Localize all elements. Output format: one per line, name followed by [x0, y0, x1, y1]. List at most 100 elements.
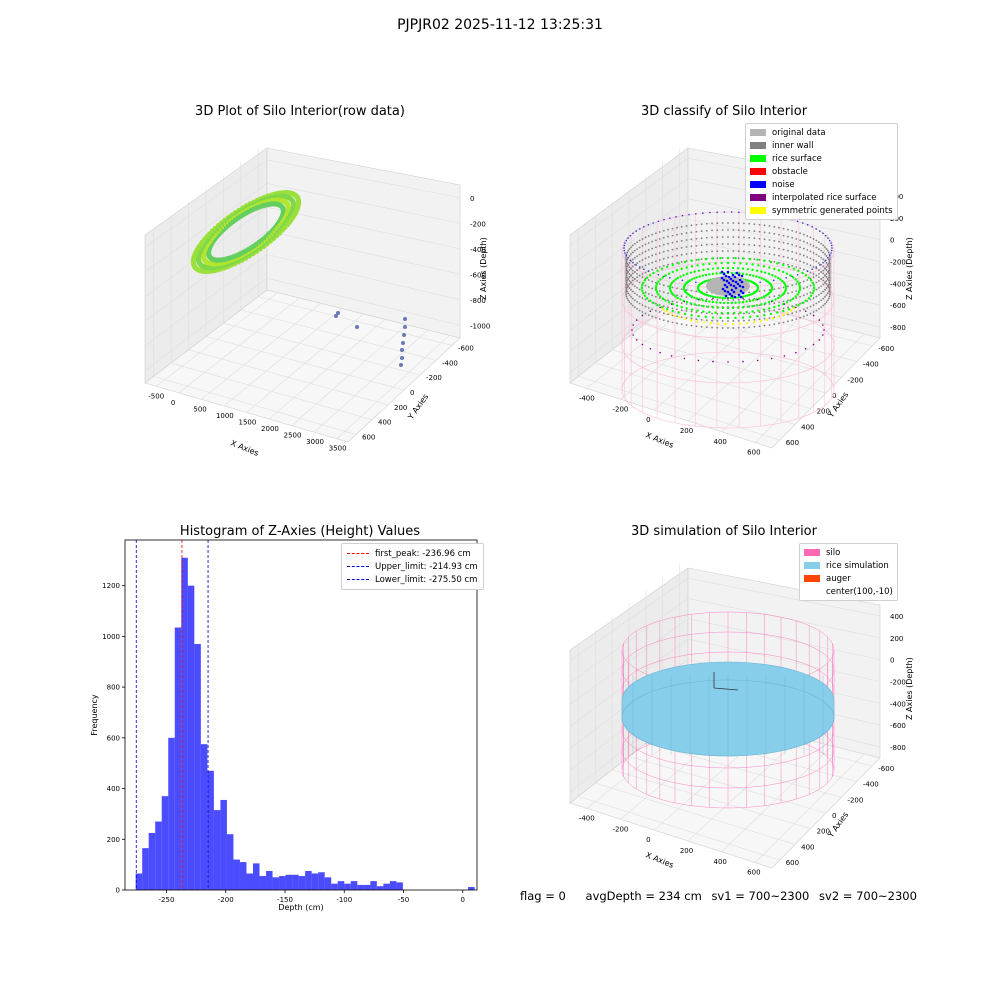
wall-point	[828, 281, 831, 284]
rice-surface-point	[782, 281, 786, 285]
wall-point	[667, 285, 669, 288]
rice-surface-point	[668, 286, 672, 290]
wall-point	[685, 232, 688, 234]
wall-point	[791, 305, 794, 308]
x-tick-label: 0	[646, 416, 650, 424]
rice-surface-point	[711, 267, 715, 270]
noise-point	[709, 211, 711, 214]
wall-point	[768, 324, 771, 326]
wall-point	[773, 260, 776, 263]
noise-point	[625, 239, 628, 242]
wall-point	[753, 311, 756, 314]
rice-surface-point	[746, 268, 750, 271]
rice-surface-point	[763, 259, 766, 263]
histogram-bar	[259, 876, 267, 890]
grid-line	[628, 336, 827, 394]
rice-surface-point	[783, 290, 787, 293]
wall-point	[743, 229, 745, 232]
wall-point	[802, 240, 805, 243]
wall-point	[625, 257, 627, 259]
sv2-text: sv2 = 700~2300	[819, 889, 917, 903]
rice-surface-point	[693, 270, 696, 273]
wall-point	[829, 264, 831, 266]
grid-line	[645, 322, 842, 378]
wall-point	[662, 264, 665, 267]
wall-point	[763, 317, 766, 320]
wall-point	[695, 223, 698, 226]
wall-point	[671, 321, 674, 324]
sim3d-title: 3D simulation of Silo Interior	[631, 524, 817, 539]
wall-point	[644, 264, 647, 267]
noise-cluster-point	[727, 281, 731, 285]
noise-point	[824, 259, 827, 262]
rice-surface-point	[690, 265, 694, 268]
noise-cluster-point	[737, 273, 741, 277]
wall-point	[806, 256, 809, 258]
noise-cluster-point	[720, 270, 724, 274]
wall-point	[795, 318, 798, 320]
rice-surface-point	[757, 309, 760, 312]
x-tick-label: 400	[714, 858, 727, 866]
wall-point	[626, 297, 629, 300]
noise-point	[695, 281, 697, 284]
wall-point	[812, 266, 815, 268]
rice-surface-point	[677, 262, 680, 265]
rice-surface-point	[736, 306, 740, 309]
histogram-bar	[324, 877, 332, 890]
rice-surface-point	[708, 300, 711, 303]
wall-point	[647, 249, 650, 251]
noise-cluster-point	[730, 288, 734, 292]
outlier-point	[402, 333, 406, 337]
interpolated-point	[822, 324, 824, 326]
wall-point	[787, 285, 789, 288]
wall-point	[799, 232, 802, 235]
symmetric-point	[792, 307, 795, 310]
wall-point	[773, 246, 776, 249]
wall-point	[820, 256, 823, 259]
wall-point	[662, 257, 665, 260]
rice-surface-point	[721, 296, 724, 300]
wall-point	[812, 238, 815, 240]
histogram-bar	[376, 886, 384, 890]
noise-point	[652, 222, 654, 224]
rice-surface-point	[781, 279, 784, 283]
rice-surface-point	[812, 289, 815, 292]
x-tick-label: 3000	[306, 438, 324, 446]
noise-cluster-point	[730, 294, 734, 298]
wall-point	[815, 288, 818, 291]
wall-point	[768, 289, 771, 291]
wall-point	[662, 284, 665, 287]
wall-point	[809, 250, 812, 253]
wall-point	[705, 250, 708, 253]
rice-surface-point	[661, 297, 664, 300]
rice-surface-point	[704, 273, 708, 277]
wall-point	[721, 243, 724, 245]
flag-text: flag = 0	[520, 889, 566, 903]
rice-surface-point	[645, 297, 649, 300]
wall-point	[787, 306, 789, 309]
wall-point	[827, 251, 830, 254]
wall-point	[758, 244, 761, 247]
wall-point	[758, 251, 761, 254]
wall-point	[631, 244, 634, 247]
rice-surface-point	[702, 310, 705, 313]
rice-surface-point	[672, 279, 675, 283]
wall-point	[630, 267, 632, 270]
rice-surface-point	[744, 294, 747, 298]
rice-surface-point	[685, 307, 688, 310]
wall-point	[782, 248, 785, 251]
noise-point	[830, 249, 833, 252]
wall-point	[828, 293, 831, 296]
rice-surface-point	[674, 295, 677, 298]
noise-point	[723, 211, 726, 213]
wall-point	[644, 271, 647, 274]
wall-point	[822, 290, 825, 293]
wall-point	[628, 248, 631, 250]
interpolated-point	[812, 343, 815, 346]
rice-surface-point	[764, 302, 767, 305]
x-tick-label: 1500	[239, 419, 257, 427]
wall-point	[773, 225, 776, 228]
wall-point	[748, 250, 751, 253]
wall-point	[753, 251, 756, 254]
wall-point	[716, 319, 719, 322]
